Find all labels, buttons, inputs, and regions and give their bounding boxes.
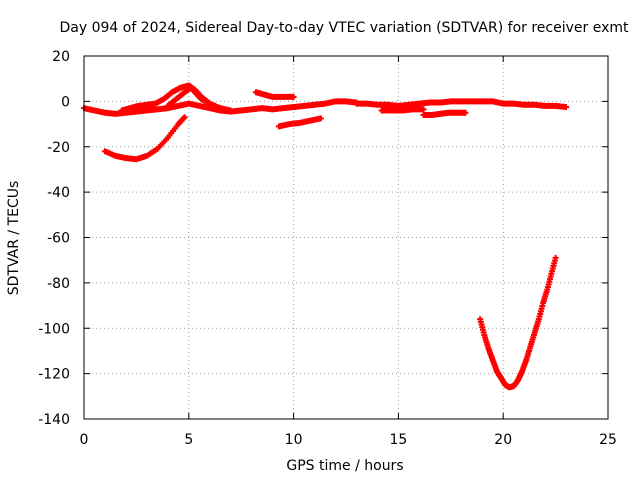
- series-track-9: [420, 109, 469, 118]
- y-tick-label: -80: [47, 276, 70, 292]
- y-tick-label: -40: [47, 185, 70, 201]
- data-point: [552, 254, 559, 261]
- x-tick-label: 0: [80, 432, 89, 448]
- y-tick-label: -20: [47, 140, 70, 156]
- data-point: [290, 93, 297, 100]
- series-track-10: [477, 254, 559, 391]
- series-track-8: [378, 106, 427, 114]
- y-tick-label: 20: [52, 49, 70, 65]
- data-point: [181, 114, 188, 121]
- x-axis-title: GPS time / hours: [286, 458, 403, 474]
- y-tick-label: -60: [47, 231, 70, 247]
- series-track-4: [101, 114, 188, 163]
- series-track-3: [164, 84, 213, 109]
- series-track-6: [275, 115, 324, 130]
- data-layer: [81, 82, 570, 391]
- series-track-5: [252, 89, 297, 100]
- data-point: [420, 106, 427, 113]
- x-tick-label: 25: [599, 432, 617, 448]
- data-point: [206, 100, 213, 107]
- data-point: [317, 115, 324, 122]
- x-tick-label: 5: [184, 432, 193, 448]
- series-track-1: [81, 98, 360, 117]
- x-tick-label: 10: [285, 432, 303, 448]
- data-point: [563, 104, 570, 111]
- series-track-7: [353, 98, 570, 111]
- y-tick-label: -140: [38, 412, 70, 428]
- y-tick-label: 0: [61, 94, 70, 110]
- data-point: [227, 107, 234, 114]
- y-axis-title: SDTVAR / TECUs: [6, 181, 22, 296]
- chart-title: Day 094 of 2024, Sidereal Day-to-day VTE…: [60, 20, 630, 36]
- data-point: [462, 109, 469, 116]
- x-tick-label: 15: [389, 432, 407, 448]
- y-tick-label: -120: [38, 367, 70, 383]
- y-tick-label: -100: [38, 321, 70, 337]
- tick-layer: 0 5 10 15 20 25 20 0 -20 -40 -60 -80 -100 -120 -140: [38, 49, 617, 448]
- x-tick-label: 20: [494, 432, 512, 448]
